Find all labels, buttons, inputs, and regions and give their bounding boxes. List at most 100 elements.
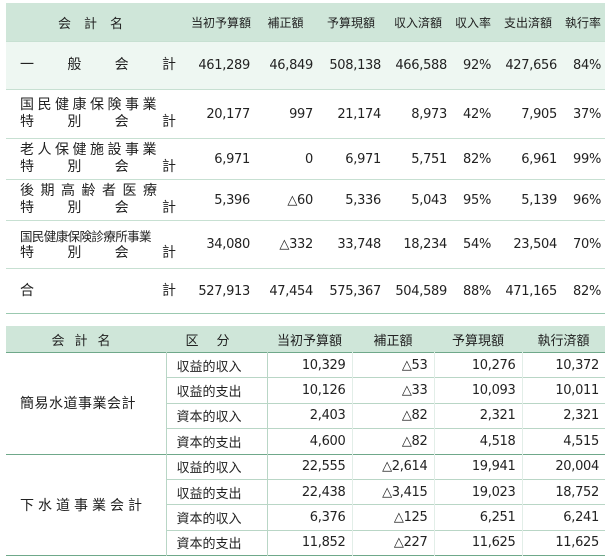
- account-name-line1: 合計: [20, 283, 176, 300]
- cell-initial-budget: 4,600: [267, 428, 353, 455]
- cell-category: 資本的支出: [166, 529, 268, 556]
- name-char: 会: [114, 200, 129, 216]
- cell-executed: 6,241: [522, 504, 605, 531]
- budget-table-header: 会計名 当初予算額 補正額 予算現額 収入済額 収入率 支出済額 執行率: [6, 3, 605, 42]
- name-char: 般: [67, 57, 82, 73]
- account-name-line2: 特別会計: [20, 114, 176, 131]
- table-row: 資本的支出 11,852 △227 11,625 11,625: [6, 529, 605, 556]
- name-char: 計: [161, 57, 176, 73]
- cell-executed: 2,321: [522, 402, 605, 429]
- cell-category: 収益的収入: [166, 351, 268, 378]
- cell-revenue-settled: 5,751: [385, 138, 451, 180]
- table-row: 収益的支出 22,438 △3,415 19,023 18,752: [6, 478, 605, 505]
- cell-execution-rate: 82%: [561, 268, 605, 314]
- table-row: 資本的収入 2,403 △82 2,321 2,321: [6, 402, 605, 429]
- cell-supplementary: 46,849: [254, 41, 317, 90]
- name-char: 別: [67, 200, 82, 216]
- cell-initial-budget: 6,971: [188, 138, 254, 180]
- cell-expenditure-settled: 6,961: [495, 138, 561, 180]
- cell-current-budget: 11,625: [434, 529, 523, 556]
- name-char: 別: [67, 159, 82, 175]
- header-revenue-settled: 収入済額: [385, 3, 451, 42]
- cell-executed: 10,011: [522, 377, 605, 404]
- cell-revenue-settled: 18,234: [385, 220, 451, 269]
- name-char: 計: [161, 244, 176, 261]
- account-name: 老人保健施設事業特 別 会 計: [6, 138, 188, 180]
- cell-current-budget: 6,251: [434, 504, 523, 531]
- account-name: 国民健康保険事業特 別 会 計: [6, 89, 188, 139]
- cell-supplementary: △2,614: [352, 453, 435, 480]
- header-supplementary: 補正額: [254, 3, 317, 42]
- budget-table: 会計名 当初予算額 補正額 予算現額 収入済額 収入率 支出済額 執行率 一般会…: [6, 3, 605, 314]
- cell-execution-rate: 96%: [561, 179, 605, 221]
- cell-supplementary: △3,415: [352, 478, 435, 505]
- name-char: 会: [114, 159, 129, 175]
- cell-revenue-settled: 504,589: [385, 268, 451, 314]
- cell-supplementary: △332: [254, 220, 317, 269]
- cell-revenue-rate: 92%: [451, 41, 495, 90]
- cell-category: 収益的収入: [166, 453, 268, 480]
- cell-supplementary: △53: [352, 351, 435, 378]
- table-row: 資本的支出 4,600 △82 4,518 4,515: [6, 428, 605, 455]
- name-char: 計: [161, 159, 176, 175]
- enterprise-table: 会計名 区分 当初予算額 補正額 予算現額 執行済額 簡易水道事業会計 収益的収入…: [6, 326, 605, 556]
- cell-initial-budget: 10,329: [267, 351, 353, 378]
- name-char: 会: [114, 57, 129, 73]
- cell-supplementary: 47,454: [254, 268, 317, 314]
- cell-executed: 11,625: [522, 529, 605, 556]
- account-name-line1: 一般会計: [20, 57, 176, 74]
- header-revenue-rate: 収入率: [451, 3, 495, 42]
- cell-expenditure-settled: 471,165: [495, 268, 561, 314]
- cell-current-budget: 508,138: [317, 41, 385, 90]
- cell-current-budget: 19,023: [434, 478, 523, 505]
- cell-executed: 20,004: [522, 453, 605, 480]
- cell-revenue-rate: 54%: [451, 220, 495, 269]
- cell-expenditure-settled: 427,656: [495, 41, 561, 90]
- cell-initial-budget: 461,289: [188, 41, 254, 90]
- cell-expenditure-settled: 7,905: [495, 89, 561, 139]
- cell-current-budget: 2,321: [434, 402, 523, 429]
- name-char: 一: [20, 57, 34, 73]
- cell-initial-budget: 34,080: [188, 220, 254, 269]
- table-row: 収益的支出 10,126 △33 10,093 10,011: [6, 377, 605, 404]
- account-name-line2: 特別会計: [20, 245, 176, 262]
- header-expenditure-settled: 支出済額: [495, 3, 561, 42]
- cell-supplementary: △60: [254, 179, 317, 221]
- cell-supplementary: △82: [352, 402, 435, 429]
- name-char: 会: [114, 244, 129, 261]
- cell-initial-budget: 22,438: [267, 478, 353, 505]
- cell-current-budget: 575,367: [317, 268, 385, 314]
- name-char: 計: [161, 114, 176, 130]
- account-name-line1: 後期高齢者医療: [20, 183, 164, 199]
- cell-current-budget: 21,174: [317, 89, 385, 139]
- table-row: 簡易水道事業会計 収益的収入 10,329 △53 10,276 10,372: [6, 351, 605, 455]
- cell-initial-budget: 6,376: [267, 504, 353, 531]
- cell-initial-budget: 527,913: [188, 268, 254, 314]
- cell-expenditure-settled: 23,504: [495, 220, 561, 269]
- enterprise-name: 簡易水道事業会計: [6, 352, 167, 455]
- cell-category: 資本的収入: [166, 504, 268, 531]
- cell-revenue-rate: 42%: [451, 89, 495, 139]
- header-initial-budget: 当初予算額: [267, 326, 352, 353]
- header-current-budget: 予算現額: [434, 326, 522, 353]
- header-execution-rate: 執行率: [561, 3, 605, 42]
- cell-revenue-rate: 82%: [451, 138, 495, 180]
- cell-revenue-settled: 8,973: [385, 89, 451, 139]
- cell-executed: 4,515: [522, 428, 605, 455]
- cell-execution-rate: 70%: [561, 220, 605, 269]
- name-char: 別: [67, 114, 82, 130]
- cell-initial-budget: 20,177: [188, 89, 254, 139]
- cell-category: 収益的支出: [166, 377, 268, 404]
- cell-category: 資本的収入: [166, 402, 268, 429]
- account-name-line2: 特別会計: [20, 200, 176, 217]
- cell-executed: 18,752: [522, 478, 605, 505]
- cell-current-budget: 4,518: [434, 428, 523, 455]
- table-row: 後期高齢者医療特 別 会 計 5,396 △60 5,336 5,043 95% 5,139 96%: [6, 179, 605, 221]
- cell-current-budget: 5,336: [317, 179, 385, 221]
- name-char: 会: [114, 114, 129, 130]
- cell-revenue-rate: 88%: [451, 268, 495, 314]
- cell-supplementary: 997: [254, 89, 317, 139]
- header-executed: 執行済額: [522, 326, 605, 353]
- cell-initial-budget: 22,555: [267, 453, 353, 480]
- enterprise-table-header: 会計名 区分 当初予算額 補正額 予算現額 執行済額: [6, 326, 605, 353]
